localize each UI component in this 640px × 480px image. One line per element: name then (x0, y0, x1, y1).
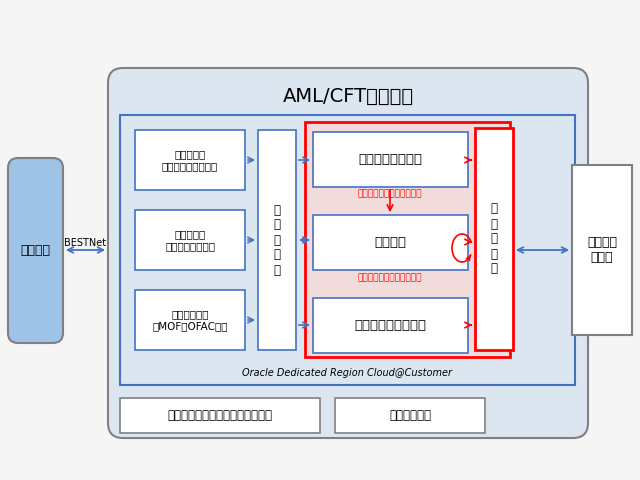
Bar (572, 165, 632, 335)
Text: 顧客フィルタリング: 顧客フィルタリング (355, 319, 426, 332)
Bar (475, 128, 513, 350)
FancyBboxPatch shape (8, 158, 63, 343)
Text: デ
ー
タ
統
合: デ ー タ 統 合 (273, 204, 280, 276)
FancyBboxPatch shape (108, 68, 588, 438)
Bar (120, 398, 320, 433)
Text: BESTNet: BESTNet (64, 238, 106, 248)
Bar (305, 122, 510, 357)
Text: 災害対策
サイト: 災害対策 サイト (587, 236, 617, 264)
Text: AML/CFTサービス: AML/CFTサービス (282, 86, 413, 106)
Text: Oracle Dedicated Region Cloud@Customer: Oracle Dedicated Region Cloud@Customer (243, 368, 452, 378)
Bar (258, 130, 296, 350)
Bar (135, 130, 245, 190)
Bar (313, 298, 468, 353)
Text: 取引モニタリング: 取引モニタリング (358, 153, 422, 166)
Text: 取引データ
（仕向、被仕向等）: 取引データ （仕向、被仕向等） (162, 149, 218, 171)
Text: ケ
ー
ス
管
理: ケ ー ス 管 理 (490, 203, 497, 276)
Text: 顧客管理: 顧客管理 (374, 236, 406, 249)
Text: 制裁者データ
（MOF、OFAC等）: 制裁者データ （MOF、OFAC等） (152, 309, 228, 331)
Bar (120, 115, 575, 385)
Text: テンプレート開発・メンテナンス: テンプレート開発・メンテナンス (168, 409, 273, 422)
Text: ヘルプデスク: ヘルプデスク (389, 409, 431, 422)
Text: 金融機関: 金融機関 (20, 244, 51, 257)
Bar (313, 215, 468, 270)
Text: 顧客データ
（属性、格付等）: 顧客データ （属性、格付等） (165, 229, 215, 251)
Text: 継続的な顧客リスク再計算: 継続的な顧客リスク再計算 (358, 274, 422, 283)
Bar (313, 132, 468, 187)
Bar (335, 398, 485, 433)
Bar (135, 210, 245, 270)
Bar (135, 290, 245, 350)
Text: 顧客リスクに応じた敗居値: 顧客リスクに応じた敗居値 (358, 190, 422, 199)
